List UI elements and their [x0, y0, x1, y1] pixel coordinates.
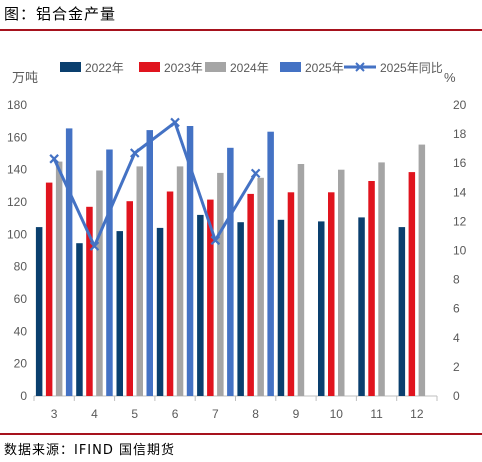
- left-tick-label: 0: [20, 389, 27, 403]
- title-rule: [0, 29, 482, 31]
- x-tick-label: 12: [410, 407, 424, 421]
- bar-2022年: [76, 243, 83, 396]
- x-tick-label: 4: [91, 407, 98, 421]
- bar-2023年: [368, 181, 375, 396]
- bar-2022年: [116, 231, 123, 396]
- legend-swatch-2022年: [60, 62, 81, 72]
- bar-2022年: [318, 221, 325, 396]
- x-tick-label: 6: [172, 407, 179, 421]
- bar-2023年: [328, 192, 335, 396]
- legend-swatch-2023年: [139, 62, 160, 72]
- legend-label: 2022年: [85, 61, 124, 75]
- left-tick-label: 20: [14, 357, 28, 371]
- bar-2023年: [287, 192, 295, 396]
- left-tick-label: 100: [7, 227, 27, 241]
- legend-label: 2025年: [305, 61, 344, 75]
- x-tick-label: 8: [252, 407, 259, 421]
- left-tick-label: 60: [14, 292, 28, 306]
- left-tick-label: 80: [14, 260, 28, 274]
- bar-2023年: [86, 206, 93, 396]
- right-tick-label: 16: [453, 156, 467, 170]
- left-tick-label: 180: [7, 98, 27, 112]
- bar-2022年: [358, 217, 365, 396]
- right-axis-unit: %: [444, 70, 456, 85]
- legend-label: 2024年: [230, 61, 269, 75]
- bar-2023年: [408, 172, 416, 396]
- bar-2022年: [277, 219, 285, 396]
- bar-2024年: [338, 169, 345, 396]
- left-tick-label: 160: [7, 130, 27, 144]
- right-tick-label: 4: [453, 331, 460, 345]
- bar-2024年: [136, 166, 143, 396]
- right-tick-label: 2: [453, 360, 460, 374]
- figure-title: 图：铝合金产量: [4, 5, 117, 23]
- right-tick-label: 10: [453, 244, 467, 258]
- source-rule: [0, 433, 482, 435]
- bar-2024年: [257, 177, 264, 397]
- point-2025年同比: [250, 168, 261, 179]
- point-2025年同比: [89, 241, 100, 251]
- point-2025年同比: [170, 117, 180, 128]
- bar-2022年: [35, 227, 43, 396]
- x-tick-label: 11: [370, 407, 383, 421]
- right-tick-label: 0: [453, 389, 460, 403]
- legend-swatch-2025年: [280, 62, 301, 72]
- x-tick-label: 7: [212, 407, 219, 421]
- bar-2025年: [267, 131, 274, 396]
- bar-2024年: [176, 166, 184, 396]
- point-2025年同比: [129, 148, 140, 158]
- right-tick-label: 18: [453, 127, 467, 141]
- bar-2023年: [126, 201, 133, 396]
- bar-2024年: [96, 170, 103, 396]
- right-tick-label: 20: [453, 98, 467, 112]
- right-tick-label: 8: [453, 273, 460, 287]
- line-2025年同比: [52, 121, 257, 248]
- bar-2024年: [297, 164, 305, 396]
- legend-label: 2023年: [164, 61, 203, 75]
- bar-2025年: [65, 128, 73, 396]
- legend-swatch-2024年: [205, 62, 226, 72]
- x-tick-label: 3: [51, 407, 58, 421]
- source-note: 数据来源：IFIND 国信期货: [4, 443, 176, 458]
- bar-2025年: [106, 149, 113, 396]
- bar-2022年: [237, 222, 244, 396]
- bar-2025年: [146, 130, 153, 396]
- bar-2024年: [217, 172, 224, 396]
- bar-2022年: [398, 227, 406, 396]
- left-tick-label: 40: [14, 324, 28, 338]
- bar-2025年: [186, 126, 194, 396]
- bar-2023年: [166, 191, 174, 396]
- bar-2023年: [247, 193, 254, 396]
- legend-marker-2025年同比: [355, 62, 365, 72]
- bar-2022年: [197, 214, 204, 396]
- bar-2024年: [55, 161, 63, 396]
- x-tick-label: 5: [131, 407, 138, 421]
- bar-2023年: [207, 199, 214, 396]
- right-tick-label: 12: [453, 214, 467, 228]
- bar-2024年: [418, 144, 426, 396]
- left-tick-label: 140: [7, 163, 27, 177]
- x-tick-label: 10: [330, 407, 344, 421]
- left-tick-label: 120: [7, 195, 27, 209]
- bar-2024年: [378, 162, 385, 396]
- bar-2022年: [156, 227, 164, 396]
- right-tick-label: 14: [453, 185, 467, 199]
- legend-label: 2025年同比: [380, 61, 443, 75]
- point-2025年同比: [49, 154, 59, 164]
- point-2025年同比: [210, 235, 221, 246]
- left-axis-unit: 万吨: [12, 70, 38, 85]
- right-tick-label: 6: [453, 302, 460, 316]
- x-tick-label: 9: [293, 407, 300, 421]
- bar-2023年: [45, 182, 53, 396]
- bar-2025年: [227, 147, 234, 396]
